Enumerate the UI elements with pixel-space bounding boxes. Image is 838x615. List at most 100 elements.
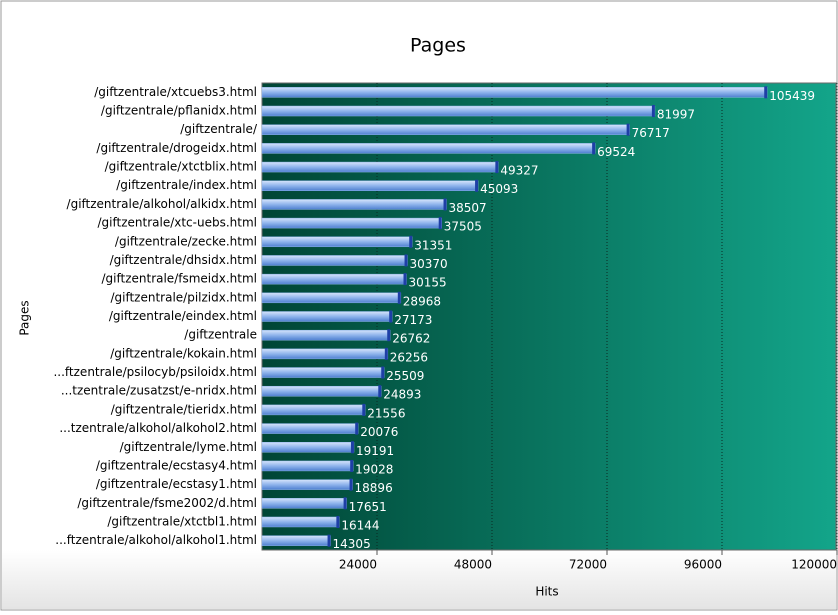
- x-tick-label: 48000: [454, 558, 492, 572]
- x-tick-label: 72000: [569, 558, 607, 572]
- value-label: 14305: [333, 537, 371, 551]
- value-label: 18896: [355, 481, 393, 495]
- y-tick-label: /giftzentrale/index.html: [116, 178, 257, 192]
- y-tick-label: /giftzentrale/drogeidx.html: [96, 141, 257, 155]
- value-label: 20076: [360, 425, 398, 439]
- y-tick-label: /giftzentrale/dhsidx.html: [110, 253, 257, 267]
- bar-cap: [336, 515, 340, 528]
- bar: [261, 535, 331, 546]
- bar-cap: [387, 329, 391, 342]
- y-tick-label: /giftzentrale/fsmeidx.html: [101, 272, 257, 286]
- bar-cap: [350, 459, 354, 472]
- y-tick-label: /giftzentrale/eindex.html: [109, 309, 257, 323]
- value-label: 26256: [390, 350, 428, 364]
- bar-cap: [397, 291, 401, 304]
- bar: [261, 217, 442, 229]
- value-label: 76717: [632, 126, 670, 140]
- bar: [261, 199, 447, 210]
- value-label: 30370: [410, 257, 448, 271]
- value-label: 30155: [408, 276, 446, 290]
- bar: [261, 255, 408, 266]
- bar: [261, 385, 382, 397]
- value-label: 49327: [500, 164, 538, 178]
- value-label: 38507: [449, 201, 487, 215]
- bar: [261, 460, 354, 472]
- bar-cap: [384, 347, 388, 360]
- bar-cap: [349, 478, 353, 491]
- value-label: 37505: [444, 220, 482, 234]
- bar: [261, 516, 340, 528]
- y-tick-label: /giftzentrale/lyme.html: [120, 440, 257, 454]
- value-label: 31351: [414, 238, 452, 252]
- value-label: 81997: [657, 108, 695, 122]
- bar: [261, 479, 353, 490]
- y-tick-label: /giftzentrale/tieridx.html: [111, 402, 257, 416]
- bar: [261, 329, 391, 341]
- x-tick-label: 24000: [339, 558, 377, 572]
- bar-cap: [592, 142, 596, 155]
- y-tick-label: /giftzentrale/fsme2002/d.html: [77, 496, 257, 510]
- bar: [261, 498, 347, 509]
- y-tick-label: /giftzentrale/xtc-uebs.html: [98, 216, 258, 230]
- value-label: 19191: [356, 444, 394, 458]
- y-tick-label: ...ftzentrale/alkohol/alkohol1.html: [55, 533, 257, 547]
- value-label: 27173: [394, 313, 432, 327]
- bar: [261, 236, 413, 248]
- y-tick-label: ...ftzentrale/psilocyb/psiloidx.html: [53, 365, 257, 379]
- value-label: 16144: [341, 518, 379, 532]
- bar: [261, 367, 385, 378]
- bar-cap: [651, 105, 655, 118]
- bar-cap: [389, 310, 393, 323]
- bar: [261, 404, 366, 416]
- bar: [261, 423, 359, 434]
- value-label: 21556: [367, 406, 405, 420]
- bar-cap: [764, 86, 768, 99]
- bar-cap: [355, 422, 359, 435]
- bar-cap: [495, 161, 499, 174]
- y-tick-label: /giftzentrale/zecke.html: [115, 234, 257, 248]
- x-tick-label: 120000: [791, 558, 837, 572]
- y-tick-label: /giftzentrale/xtctblix.html: [105, 160, 257, 174]
- bar-cap: [362, 403, 366, 416]
- x-axis-label: Hits: [535, 585, 558, 599]
- y-tick-label: /giftzentrale/pilzidx.html: [110, 290, 257, 304]
- y-tick-label: /giftzentrale/kokain.html: [110, 346, 257, 360]
- y-tick-label: /giftzentrale/ecstasy1.html: [96, 477, 257, 491]
- bar-cap: [443, 198, 447, 211]
- value-label: 17651: [349, 500, 387, 514]
- y-tick-label: /giftzentrale/xtcuebs3.html: [94, 85, 257, 99]
- value-label: 24893: [383, 388, 421, 402]
- y-tick-label: ...tzentrale/zusatzst/e-nridx.html: [61, 384, 257, 398]
- bar: [261, 273, 407, 285]
- bar-cap: [626, 123, 630, 136]
- y-tick-label: ...tzentrale/alkohol/alkohol2.html: [59, 421, 257, 435]
- y-tick-label: /giftzentrale/ecstasy4.html: [96, 458, 257, 472]
- bar: [261, 311, 393, 322]
- bar-cap: [350, 441, 354, 454]
- panel-foot: [2, 550, 836, 609]
- bar-cap: [475, 179, 479, 192]
- y-tick-label: /giftzentrale/pflanidx.html: [101, 104, 257, 118]
- value-label: 19028: [355, 462, 393, 476]
- y-tick-label: /giftzentrale/alkohol/alkidx.html: [67, 197, 257, 211]
- bar: [261, 143, 596, 154]
- value-label: 26762: [392, 332, 430, 346]
- chart-title: Pages: [410, 35, 466, 57]
- bar-cap: [409, 235, 413, 248]
- value-label: 105439: [769, 89, 815, 103]
- y-tick-label: /giftzentrale/xtctbl1.html: [107, 514, 257, 528]
- y-tick-label: /giftzentrale/: [180, 122, 258, 136]
- value-label: 69524: [597, 145, 635, 159]
- bar-cap: [403, 273, 407, 286]
- bar-cap: [378, 385, 382, 398]
- bar: [261, 292, 402, 304]
- bar-cap: [381, 366, 385, 379]
- bar-cap: [327, 534, 331, 547]
- bar: [261, 161, 499, 173]
- bar: [261, 442, 355, 453]
- x-tick-label: 96000: [684, 558, 722, 572]
- value-label: 25509: [386, 369, 424, 383]
- bar: [261, 348, 389, 360]
